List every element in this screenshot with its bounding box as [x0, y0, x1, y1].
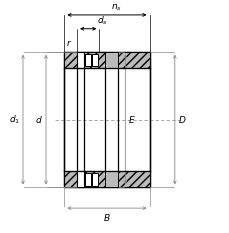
Bar [64, 52, 149, 68]
Text: $r$: $r$ [65, 38, 71, 48]
Bar [104, 52, 118, 68]
Bar [92, 54, 98, 66]
Bar [85, 54, 91, 66]
Text: $n_s$: $n_s$ [110, 3, 121, 13]
Bar [77, 52, 84, 68]
Text: $d_s$: $d_s$ [96, 14, 107, 27]
Text: $B$: $B$ [103, 212, 110, 223]
Text: $E$: $E$ [128, 114, 135, 125]
Bar [77, 171, 84, 187]
Text: $d_1$: $d_1$ [9, 113, 20, 126]
Bar [104, 171, 118, 187]
Bar [92, 173, 98, 185]
Bar [85, 173, 91, 185]
Bar [64, 171, 149, 187]
Text: $D$: $D$ [177, 114, 185, 125]
Text: $d$: $d$ [35, 114, 43, 125]
Bar [64, 52, 149, 187]
